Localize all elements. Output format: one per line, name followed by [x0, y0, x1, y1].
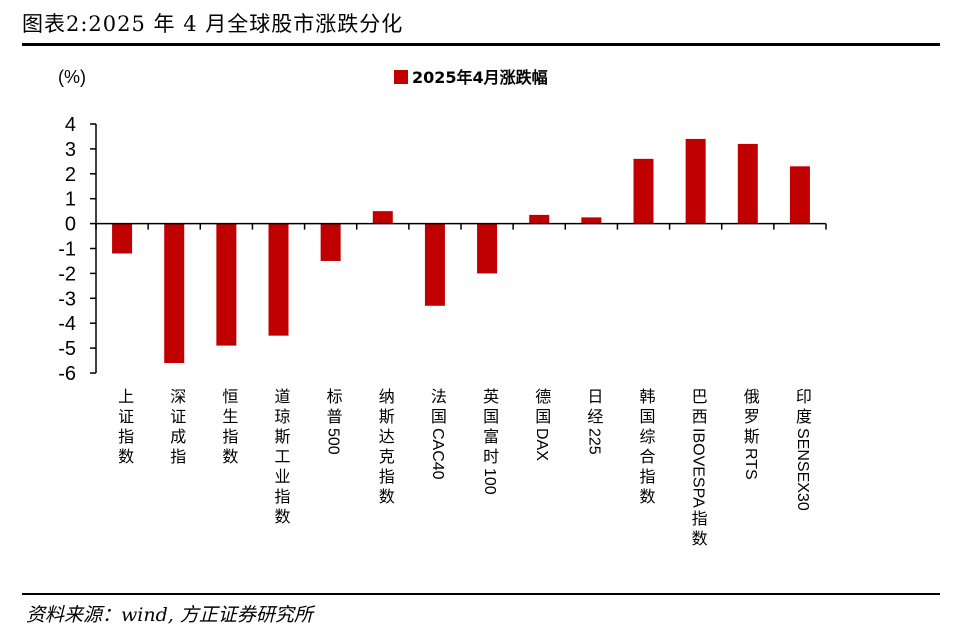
y-tick-label: -3 [58, 288, 76, 310]
x-tick-label: 深证成指 [170, 387, 186, 466]
legend: 2025年4月涨跌幅 [394, 68, 548, 87]
x-tick-label-part: 500 [325, 428, 342, 455]
y-tick-label: 3 [65, 139, 76, 161]
bar [112, 223, 133, 254]
x-tick-label-part: DAX [533, 428, 550, 461]
x-axis [95, 222, 827, 230]
top-rule [22, 43, 940, 46]
x-tick-label-part: 100 [481, 468, 498, 495]
bar [477, 223, 498, 274]
x-tick-label-part: RTS [742, 448, 759, 480]
x-tick-label-part: CAC40 [429, 428, 446, 480]
bar [268, 223, 289, 336]
y-unit-label: (%) [58, 67, 86, 87]
x-tick-label: 上证指数 [118, 387, 134, 466]
x-tick-label: 法国 [431, 387, 447, 426]
bar-chart: (%) 2025年4月涨跌幅 4 3 2 1 0 -1-2 -3 -4 -5 -6 上证指数 深证成… [58, 67, 827, 548]
bar [529, 214, 550, 224]
legend-swatch [394, 70, 408, 84]
y-tick-label: 1 [65, 189, 76, 211]
x-tick-label: 标普 [327, 387, 343, 426]
y-tick-label: -1 [58, 239, 76, 261]
bar [685, 138, 706, 224]
bar [633, 158, 654, 224]
bar [372, 211, 393, 224]
y-tick-label: 0 [65, 214, 76, 236]
bar [581, 217, 602, 224]
figure-title: 图表2:2025 年 4 月全球股市涨跌分化 [22, 12, 404, 36]
x-tick-label: 道琼斯工业指数 [274, 387, 290, 526]
y-axis: 4 3 2 1 0 -1-2 -3 -4 -5 -6 [58, 114, 97, 385]
bar [789, 166, 810, 224]
bar [424, 223, 445, 306]
bottom-rule [22, 593, 940, 595]
x-tick-label: 英国富时 [483, 387, 499, 466]
x-tick-label: 印度 [796, 387, 812, 426]
x-tick-label-part: SENSEX30 [794, 428, 811, 511]
x-tick-label: 德国 [535, 387, 551, 426]
x-tick-label: 俄罗斯 [744, 387, 760, 446]
y-tick-label: 2 [65, 164, 76, 186]
bar [164, 223, 185, 364]
y-tick-label: -6 [58, 363, 76, 385]
x-tick-label-part: IBOVESPA [690, 428, 707, 508]
x-tick-label-part: 225 [585, 428, 602, 455]
source-note: 资料来源：wind, 方正证券研究所 [26, 604, 313, 626]
x-tick-label: 巴西指数 [692, 387, 708, 548]
y-tick-label: -5 [58, 338, 76, 360]
bar [737, 143, 758, 224]
y-tick-label: -4 [58, 313, 76, 335]
bar [216, 223, 237, 346]
bar [320, 223, 341, 261]
y-tick-label: -2 [58, 263, 76, 285]
x-tick-label: 纳斯达克指数 [379, 387, 395, 506]
x-tick-label: 日经 [587, 387, 603, 426]
legend-label: 2025年4月涨跌幅 [412, 68, 548, 87]
x-tick-label: 韩国综合指数 [639, 387, 655, 506]
x-tick-label: 恒生指数 [222, 387, 238, 466]
bars [112, 138, 810, 364]
y-tick-label: 4 [65, 114, 76, 136]
